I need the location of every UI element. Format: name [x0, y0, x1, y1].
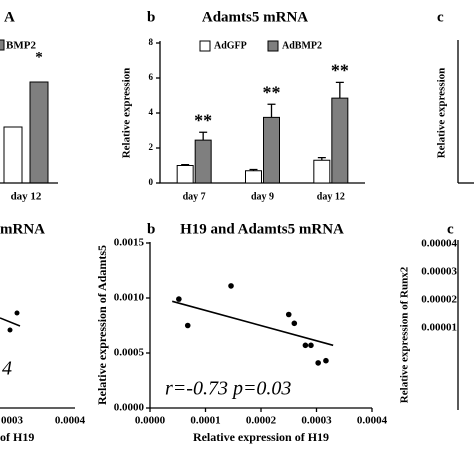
annotation: ** [194, 110, 212, 130]
stat: 4 [2, 358, 12, 380]
fit-line [171, 300, 334, 347]
y-tick-label: 0.0005 [114, 347, 145, 359]
y-tick-label: 0.00004 [421, 238, 457, 250]
y-label: Relative expression [121, 68, 133, 159]
x-tick-label: 0.0002 [246, 415, 277, 427]
legend-swatch [267, 40, 279, 52]
partial-bar [3, 126, 23, 184]
x-label: of H19 [0, 430, 34, 444]
error-bar [317, 156, 326, 161]
chart-title: Adamts5 mRNA [202, 9, 308, 25]
annotation: ** [263, 82, 281, 102]
panel-letter: b [147, 9, 155, 25]
x-label: Relative expression of H19 [193, 430, 329, 444]
category: day 12 [11, 191, 42, 203]
y-tick-label: 0.00002 [421, 294, 457, 306]
point [184, 322, 191, 329]
partial-point [7, 327, 13, 333]
panel-letter: A [4, 9, 15, 25]
bar [194, 139, 212, 184]
point [302, 342, 309, 349]
bar [331, 97, 349, 184]
y-tick-label: 6 [149, 72, 154, 82]
chart-title: H19 and Adamts5 mRNA [180, 221, 344, 237]
y-tick-label: 4 [149, 107, 154, 117]
x-tick-label: day 12 [317, 191, 345, 202]
error-bar [267, 103, 276, 118]
x-tick-label: 0003 [1, 415, 24, 427]
x-tick-label: 0.0004 [357, 415, 388, 427]
y-tick-label: 0.00001 [421, 322, 457, 334]
x-tick-label: day 9 [251, 191, 274, 202]
axis [159, 41, 365, 184]
partial-point [14, 310, 20, 316]
bar [245, 170, 262, 184]
bar [263, 116, 280, 184]
legend-label: BMP2 [6, 40, 36, 52]
y-label: Relative expression of Adamts5 [95, 245, 109, 405]
partial-line [0, 317, 21, 327]
y-label: Relative expression of Runx2 [399, 266, 411, 403]
legend-label: AdGFP [214, 40, 247, 51]
error-bar [249, 168, 258, 171]
annotation: r=-0.73 p=0.03 [165, 378, 291, 400]
partial-bar [29, 81, 49, 184]
legend-label: AdBMP2 [282, 40, 322, 51]
point [291, 320, 298, 327]
legend-swatch [0, 39, 5, 51]
point [308, 342, 314, 349]
point [228, 283, 234, 289]
bar [313, 159, 331, 184]
panel-letter: b [147, 221, 155, 237]
x-tick-label: 0.0003 [301, 415, 332, 427]
x-tick-label: 0.0004 [55, 415, 86, 427]
point [323, 357, 329, 364]
y-tick-label: 0.0010 [114, 292, 145, 304]
annotation: ** [331, 61, 349, 81]
error-bar [181, 163, 190, 166]
x-tick-label: 0.0001 [190, 415, 220, 427]
error-bar [335, 81, 344, 99]
y-tick-label: 0.0015 [114, 237, 145, 249]
annotation: * [35, 49, 43, 65]
y-tick-label: 2 [149, 142, 154, 152]
x-tick-label: 0.0000 [135, 415, 166, 427]
point [176, 296, 182, 302]
point [285, 311, 292, 318]
panel-letter: c [437, 9, 444, 25]
y-tick-label: 0 [149, 177, 154, 187]
panel-letter: c [447, 221, 454, 237]
y-tick-label: 8 [149, 37, 154, 47]
y-tick-label: 0.0000 [114, 402, 145, 414]
legend-swatch [199, 40, 211, 52]
y-tick-label: 0.00003 [421, 266, 457, 278]
x-tick-label: day 7 [183, 191, 206, 202]
error-bar [199, 131, 208, 141]
y-label: Relative expression [436, 68, 448, 159]
bar [176, 165, 194, 184]
title: mRNA [0, 221, 45, 237]
point [315, 360, 321, 366]
